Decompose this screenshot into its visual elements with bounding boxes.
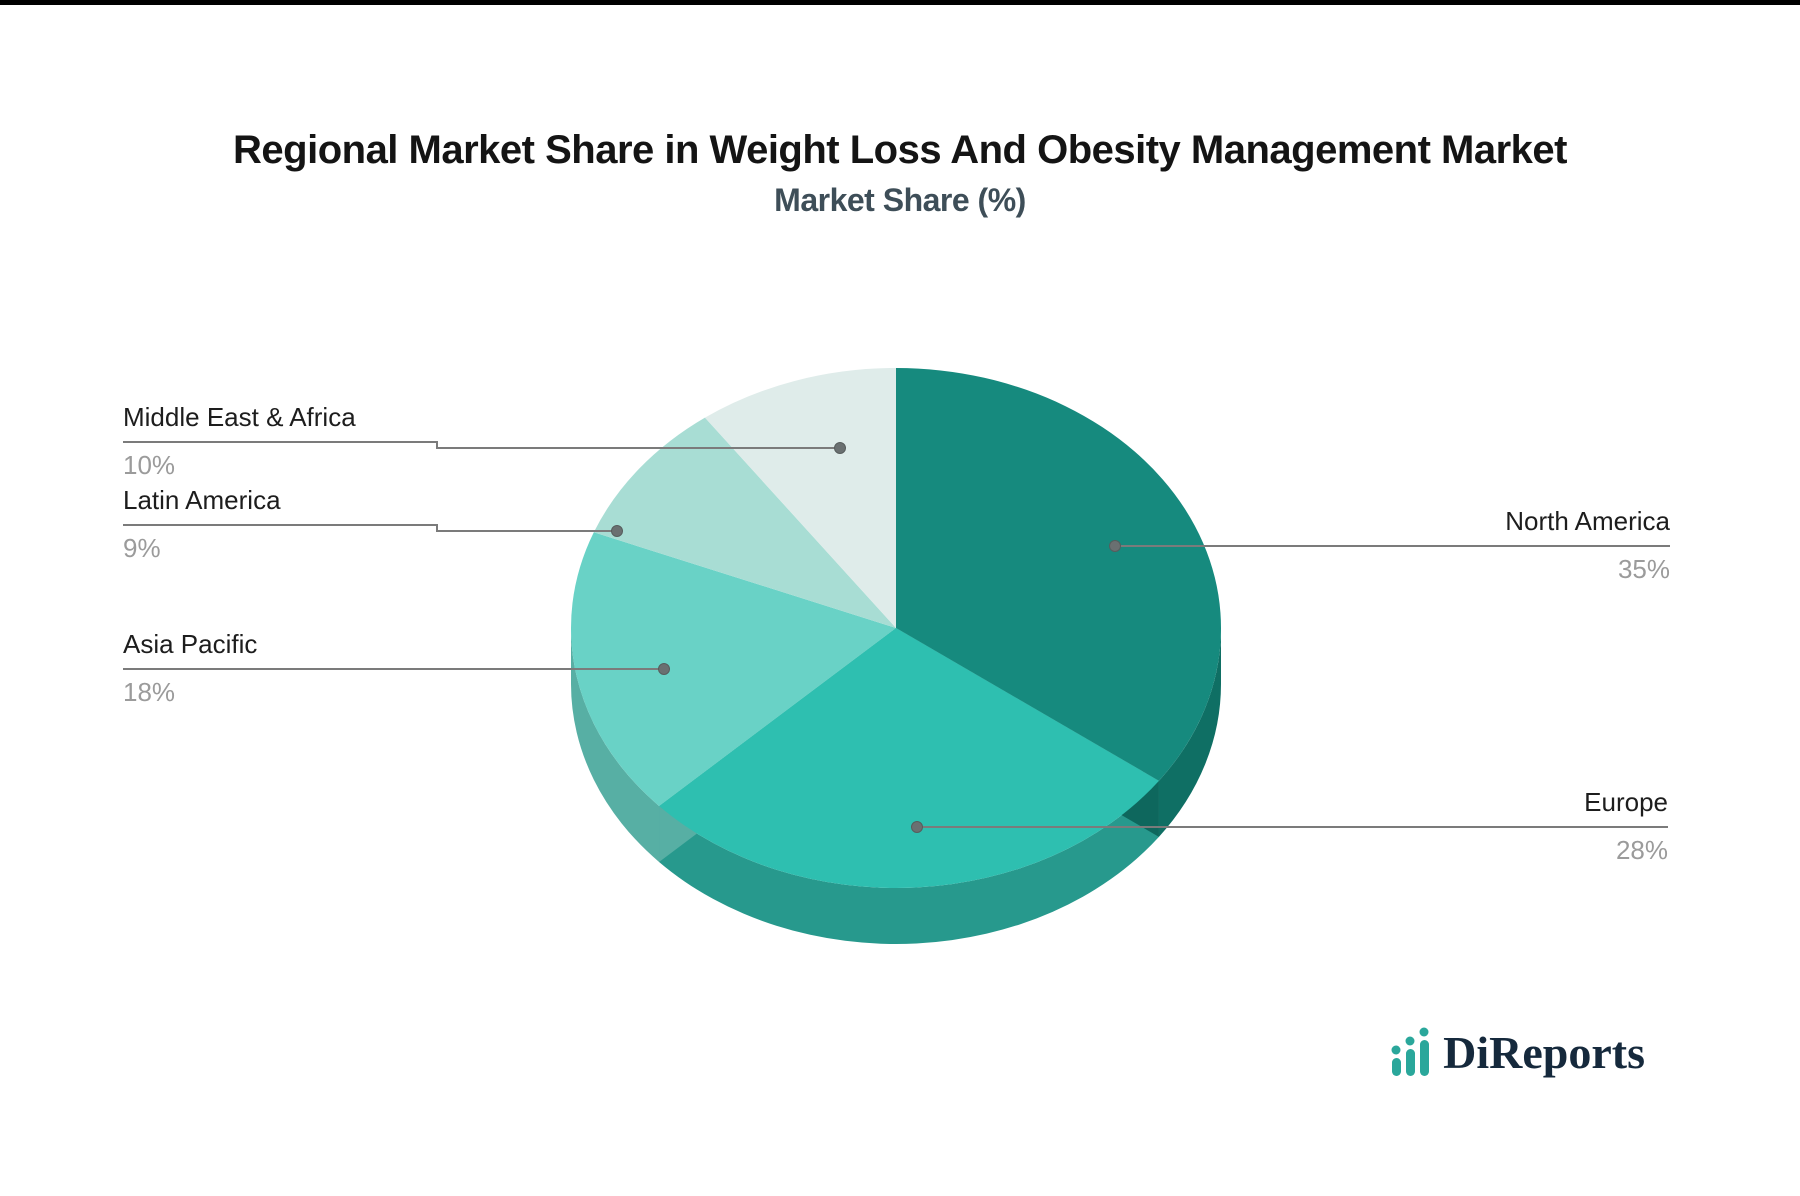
slice-label-europe: Europe xyxy=(1584,787,1668,817)
slice-label-latin-america: Latin America xyxy=(123,485,281,515)
slice-value-latin-america: 9% xyxy=(123,533,161,563)
pie-slice-north-america[interactable] xyxy=(896,368,1221,781)
direports-logo: DiReports xyxy=(1388,1026,1645,1080)
leader-line-middle-east-africa xyxy=(123,441,840,449)
pie-rim-north-america xyxy=(1158,628,1221,837)
slice-label-middle-east-africa: Middle East & Africa xyxy=(123,402,356,432)
leader-dot-europe xyxy=(911,821,923,833)
slice-label-north-america: North America xyxy=(1505,506,1670,536)
slice-value-asia-pacific: 18% xyxy=(123,677,176,707)
leader-line-latin-america xyxy=(123,524,617,532)
pie-slice-middle-east-africa[interactable] xyxy=(704,368,896,628)
chart-subtitle: Market Share (%) xyxy=(774,182,1026,218)
leader-dot-latin-america xyxy=(611,525,623,537)
slice-value-middle-east-africa: 10% xyxy=(123,450,176,480)
bar-chart-icon xyxy=(1391,1027,1430,1076)
pie-rim-asia-pacific xyxy=(571,628,660,862)
slice-label-asia-pacific: Asia Pacific xyxy=(123,629,258,659)
leader-dot-north-america xyxy=(1109,540,1121,552)
leader-dot-asia-pacific xyxy=(658,663,670,675)
slice-value-north-america: 35% xyxy=(1617,554,1670,584)
pie-slice-asia-pacific[interactable] xyxy=(571,532,896,806)
chart-title: Regional Market Share in Weight Loss And… xyxy=(233,128,1567,172)
logo-text: DiReports xyxy=(1443,1027,1645,1078)
slice-value-europe: 28% xyxy=(1615,835,1668,865)
pie-slice-latin-america[interactable] xyxy=(593,417,896,628)
pie-slice-europe[interactable] xyxy=(659,628,1159,888)
top-border xyxy=(0,0,1800,5)
pie-rim-europe xyxy=(659,780,1159,944)
leader-dot-middle-east-africa xyxy=(834,442,846,454)
